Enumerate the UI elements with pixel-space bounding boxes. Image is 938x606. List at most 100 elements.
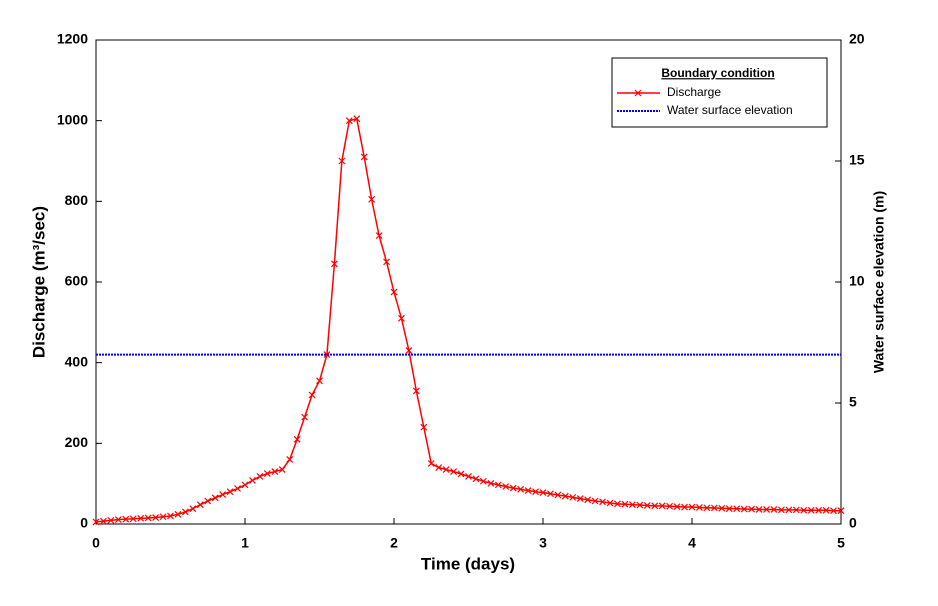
y2-tick-label: 0 — [849, 515, 857, 531]
marker — [740, 505, 748, 513]
marker — [576, 495, 584, 503]
x-tick-label: 2 — [390, 535, 398, 551]
series-line — [95, 117, 841, 523]
marker — [330, 260, 338, 268]
marker — [286, 456, 294, 463]
marker — [822, 506, 830, 514]
y2-tick-label: 15 — [849, 152, 865, 168]
marker — [584, 496, 592, 504]
y-tick-label: 1200 — [57, 31, 88, 47]
marker — [718, 504, 726, 512]
marker — [100, 517, 107, 525]
marker — [696, 504, 703, 511]
marker — [643, 502, 651, 509]
marker — [487, 479, 495, 487]
marker — [472, 475, 480, 483]
marker — [398, 314, 405, 322]
marker — [137, 514, 145, 522]
x-tick-label: 4 — [688, 535, 696, 551]
y2-axis-title: Water surface elevation (m) — [871, 191, 887, 373]
marker — [658, 502, 666, 510]
y2-tick-label: 5 — [849, 394, 857, 410]
x-tick-label: 0 — [92, 535, 100, 551]
marker — [189, 505, 197, 513]
marker — [807, 506, 815, 514]
marker — [144, 514, 152, 522]
y-tick-label: 800 — [65, 192, 89, 208]
marker — [420, 423, 428, 431]
marker — [710, 504, 718, 512]
marker — [837, 507, 845, 515]
x-axis-title: Time (days) — [421, 554, 515, 573]
marker — [107, 516, 115, 524]
marker — [457, 470, 465, 478]
marker — [159, 513, 167, 521]
marker — [263, 470, 271, 478]
marker — [204, 497, 212, 505]
marker — [792, 506, 800, 514]
marker — [271, 468, 279, 475]
marker — [539, 489, 547, 496]
marker — [226, 488, 234, 496]
marker — [785, 506, 793, 514]
marker — [524, 487, 532, 494]
marker — [502, 483, 510, 490]
legend-label: Discharge — [667, 85, 721, 99]
marker — [569, 493, 577, 501]
y2-tick-label: 20 — [849, 31, 865, 47]
marker — [278, 466, 286, 473]
x-tick-label: 1 — [241, 535, 249, 551]
marker — [442, 466, 450, 473]
marker — [628, 501, 636, 509]
marker — [122, 515, 130, 523]
y-tick-label: 200 — [65, 434, 89, 450]
marker — [673, 503, 681, 511]
marker — [181, 508, 189, 516]
marker — [301, 413, 309, 421]
y-tick-label: 600 — [65, 273, 89, 289]
marker — [219, 491, 227, 498]
marker — [770, 506, 778, 513]
marker — [517, 485, 525, 493]
y-tick-label: 1000 — [57, 111, 88, 127]
marker — [360, 153, 368, 161]
marker — [755, 506, 763, 513]
marker — [561, 492, 569, 500]
marker — [830, 507, 837, 515]
marker — [435, 464, 443, 471]
marker — [651, 502, 659, 510]
marker — [114, 516, 122, 523]
marker — [345, 117, 353, 125]
marker — [725, 505, 733, 513]
marker — [167, 512, 174, 520]
marker — [427, 460, 435, 467]
marker — [412, 387, 420, 395]
marker — [509, 484, 517, 492]
marker — [450, 468, 458, 475]
marker — [234, 485, 241, 492]
y2-tick-label: 10 — [849, 273, 865, 289]
legend-marker — [634, 89, 642, 97]
marker — [763, 506, 770, 513]
marker — [606, 499, 614, 507]
marker — [748, 505, 756, 513]
marker — [815, 506, 823, 514]
marker — [338, 157, 346, 165]
marker — [777, 506, 785, 514]
marker — [196, 501, 204, 509]
marker — [293, 435, 301, 443]
marker — [323, 351, 331, 359]
marker — [800, 506, 808, 514]
marker — [703, 504, 711, 512]
marker — [211, 494, 219, 502]
marker — [532, 488, 539, 496]
y-axis-title: Discharge (m³/sec) — [29, 206, 48, 358]
marker — [390, 288, 398, 296]
y-tick-label: 0 — [80, 515, 88, 531]
y-tick-label: 400 — [65, 353, 89, 369]
marker — [621, 500, 629, 508]
marker — [405, 347, 413, 354]
marker — [547, 490, 554, 498]
marker — [465, 472, 472, 480]
